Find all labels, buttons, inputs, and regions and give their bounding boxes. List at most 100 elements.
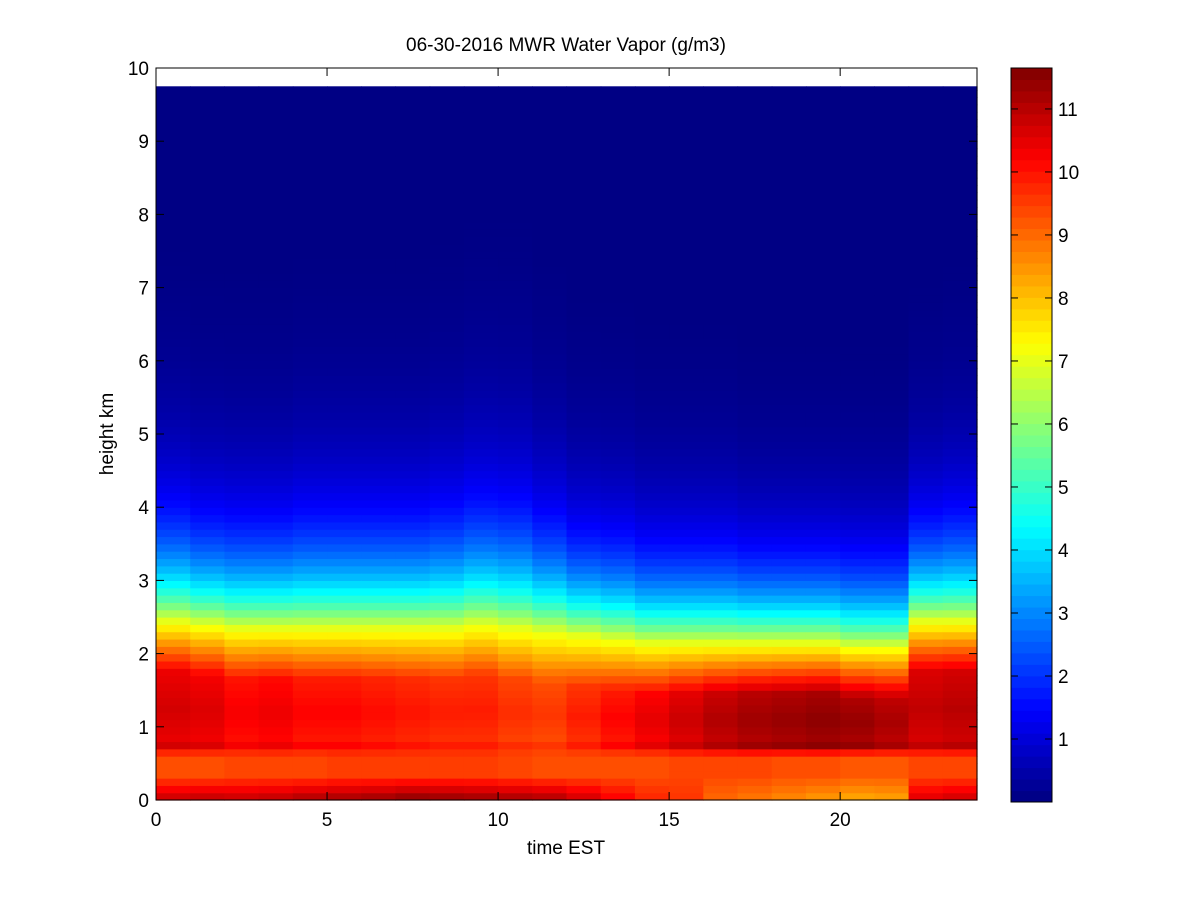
heatmap-cell [942,712,978,721]
heatmap-cell [498,565,533,574]
heatmap-cell [498,792,533,801]
heatmap-cell [327,704,362,713]
heatmap-cell [532,397,568,406]
heatmap-cell [874,177,910,186]
heatmap-cell [600,617,636,625]
heatmap-cell [258,177,294,186]
heatmap-cell [566,86,602,91]
heatmap-cell [840,551,875,560]
heatmap-cell [840,294,875,303]
heatmap-cell [600,455,636,464]
heatmap-cell [224,141,260,150]
heatmap-cell [258,272,294,281]
heatmap-cell [156,141,191,150]
heatmap-cell [258,770,294,779]
heatmap-cell [600,185,636,194]
heatmap-cell [224,302,260,311]
heatmap-cell [634,675,670,684]
heatmap-cell [669,382,704,391]
heatmap-cell [600,360,636,369]
heatmap-cell [258,214,294,223]
heatmap-cell [737,470,773,479]
heatmap-cell [840,521,875,530]
heatmap-cell [258,258,294,267]
heatmap-cell [292,258,328,267]
heatmap-cell [771,229,807,237]
heatmap-cell [395,653,431,662]
heatmap-cell [908,712,944,721]
heatmap-cell [805,199,841,208]
heatmap-cell [600,368,636,377]
heatmap-cell [840,543,875,552]
heatmap-cell [498,353,533,362]
heatmap-cell [532,690,568,699]
heatmap-cell [292,207,328,215]
heatmap-cell [669,280,704,289]
heatmap-cell [532,434,568,442]
heatmap-cell [156,719,191,728]
heatmap-cell [669,756,704,764]
heatmap-cell [224,397,260,406]
y-tick-label: 1 [138,718,149,739]
heatmap-cell [156,646,191,655]
heatmap-cell [429,426,465,435]
heatmap-cell [463,214,499,223]
heatmap-cell [805,763,841,772]
heatmap-cell [600,558,636,567]
heatmap-cell [327,668,362,677]
heatmap-cell [429,397,465,406]
heatmap-cell [737,404,773,413]
heatmap-cell [840,199,875,208]
heatmap-cell [429,251,465,259]
heatmap-cell [840,419,875,428]
heatmap-cell [156,529,191,538]
heatmap-cell [258,324,294,333]
heatmap-cell [600,448,636,457]
heatmap-cell [942,258,978,267]
heatmap-cell [669,199,704,208]
colorbar-segment [1011,618,1052,631]
heatmap-cell [566,521,602,530]
heatmap-cell [942,434,978,442]
heatmap-cell [908,646,944,655]
heatmap-cell [737,441,773,450]
heatmap-cell [292,251,328,259]
heatmap-cell [395,133,431,142]
heatmap-cell [498,426,533,435]
heatmap-cell [669,448,704,457]
heatmap-cell [737,624,773,633]
heatmap-cell [190,89,226,98]
heatmap-cell [224,668,260,677]
heatmap-cell [600,609,636,618]
heatmap-cell [600,111,636,120]
heatmap-cell [361,368,397,377]
heatmap-cell [327,434,362,442]
heatmap-cell [737,463,773,472]
heatmap-cell [190,507,226,516]
heatmap-cell [258,441,294,450]
heatmap-cell [463,89,499,98]
heatmap-cell [463,558,499,567]
heatmap-cell [908,236,944,245]
heatmap-cell [908,243,944,252]
heatmap-cell [703,104,739,113]
heatmap-cell [258,111,294,120]
heatmap-cell [292,741,328,750]
heatmap-cell [874,272,910,281]
heatmap-cell [874,141,910,150]
heatmap-cell [361,360,397,369]
heatmap-cell [874,426,910,435]
heatmap-cell [840,104,875,113]
heatmap-cell [498,316,533,325]
heatmap-cell [737,302,773,311]
heatmap-cell [361,353,397,362]
heatmap-cell [840,207,875,215]
heatmap-cell [463,529,499,538]
heatmap-cell [874,353,910,362]
heatmap-cell [327,199,362,208]
heatmap-cell [463,221,499,230]
heatmap-cell [942,631,978,640]
heatmap-cell [463,207,499,215]
heatmap-cell [771,412,807,420]
heatmap-cell [395,280,431,289]
